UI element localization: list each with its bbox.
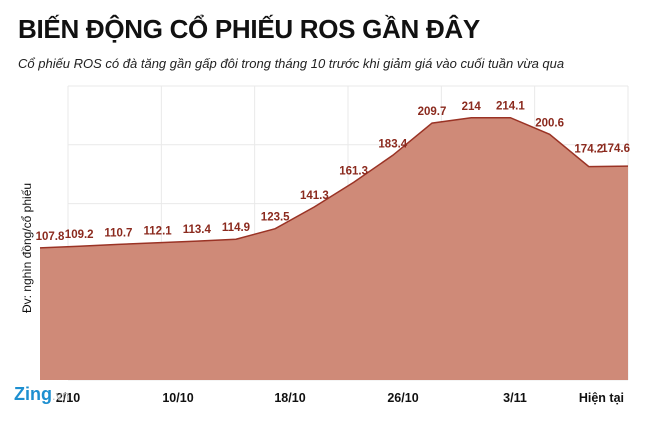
x-tick-label: 2/10 — [56, 391, 80, 405]
price-area — [40, 117, 628, 380]
chart-title: BIẾN ĐỘNG CỔ PHIẾU ROS GẦN ĐÂY — [18, 14, 480, 44]
data-label: 214 — [462, 101, 482, 113]
price-line — [39, 116, 629, 249]
data-label: 112.1 — [144, 226, 173, 238]
data-label: 110.7 — [104, 227, 132, 239]
data-label: 161.3 — [339, 165, 368, 177]
data-labels: 107.8 109.2 110.7 112.1 113.4 114.9 123.5 141.3… — [36, 101, 630, 243]
x-tick-label: 10/10 — [162, 391, 193, 405]
x-axis-ticks: 2/10 10/10 18/10 26/10 3/11 Hiện tại — [56, 391, 624, 405]
x-tick-label: Hiện tại — [579, 391, 624, 405]
data-label: 141.3 — [300, 190, 329, 202]
data-label: 174.6 — [601, 143, 630, 155]
data-label: 214.1 — [496, 101, 525, 113]
x-tick-label: 3/11 — [503, 391, 527, 405]
zing-logo: Zing.vn — [14, 384, 69, 406]
data-label: 114.9 — [222, 222, 250, 234]
data-label: 183.4 — [378, 138, 407, 150]
data-label: 123.5 — [261, 212, 290, 224]
data-label: 209.7 — [418, 106, 447, 118]
chart-subtitle: Cổ phiếu ROS có đà tăng gần gấp đôi tron… — [18, 56, 565, 71]
data-label: 174.2 — [574, 144, 603, 156]
data-label: 107.8 — [36, 231, 65, 243]
data-label: 109.2 — [65, 229, 94, 241]
x-tick-label: 18/10 — [274, 391, 305, 405]
y-axis-label: Đv: nghìn đồng/cổ phiếu — [20, 183, 34, 313]
logo-tld: .vn — [52, 388, 70, 403]
data-label: 200.6 — [535, 117, 564, 129]
x-tick-label: 26/10 — [387, 391, 418, 405]
data-label: 113.4 — [183, 224, 212, 236]
logo-mark: Zing — [14, 384, 52, 404]
